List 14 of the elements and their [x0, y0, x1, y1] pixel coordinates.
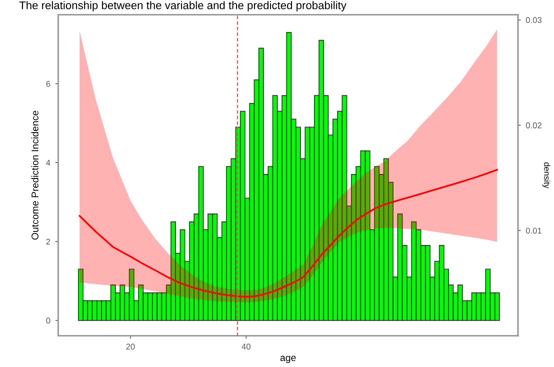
- y-tick-label: 4: [46, 160, 50, 166]
- y2-axis-title: density: [542, 162, 550, 188]
- y-tick-label: 6: [46, 80, 50, 87]
- y2-tick-label: 0.02: [526, 122, 542, 128]
- chart-title: The relationship between the variable and the predicted probability: [19, 1, 346, 12]
- x-axis-title: age: [280, 356, 296, 364]
- y2-tick-label: 0.01: [526, 228, 542, 234]
- y-axis-title: Outcome Prediction Incidence: [31, 110, 38, 240]
- y2-tick-label: 0.03: [526, 17, 542, 24]
- y-tick-label: 2: [46, 238, 50, 245]
- x-tick-label: 20: [126, 344, 135, 350]
- y-tick-label: 0: [46, 318, 50, 324]
- line-series: [78, 168, 498, 298]
- x-tick-label: 40: [242, 344, 250, 350]
